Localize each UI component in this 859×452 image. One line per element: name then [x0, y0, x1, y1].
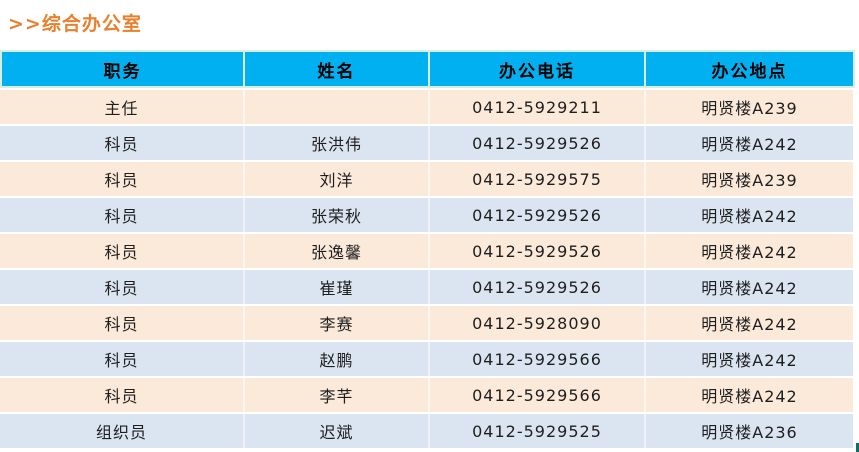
cell-location: 明贤楼A242 [701, 207, 798, 226]
cell-phone: 0412-5929526 [430, 198, 646, 232]
cell-phone: 0412-5929575 [430, 162, 646, 196]
cell-name: 李芊 [245, 378, 430, 412]
cell-phone: 0412-5929525 [430, 414, 646, 448]
cell-position: 组织员 [0, 414, 245, 448]
page-title: >>综合办公室 [8, 13, 142, 35]
cell-name: 迟斌 [245, 414, 430, 448]
table-row: 组织员 迟斌 0412-5929525 明贤楼A236 [0, 414, 853, 448]
cell-phone: 0412-5929526 [430, 270, 646, 304]
table-row: 主任 0412-5929211 明贤楼A239 [0, 90, 853, 124]
cell-name: 刘洋 [245, 162, 430, 196]
table-header-row: 职务 姓名 办公电话 办公地点 [0, 50, 855, 88]
cell-name [245, 90, 430, 124]
table-row: 科员 崔瑾 0412-5929526 明贤楼A242 [0, 270, 853, 304]
table-body: 主任 0412-5929211 明贤楼A239 科员 张洪伟 0412-5929526 明贤… [0, 90, 855, 448]
cell-location: 明贤楼A242 [701, 243, 798, 262]
table-row: 科员 张荣秋 0412-5929526 明贤楼A242 [0, 198, 853, 232]
table-row: 科员 赵鹏 0412-5929566 明贤楼A242 [0, 342, 853, 376]
cell-name: 张逸馨 [245, 234, 430, 268]
cell-phone: 0412-5928090 [430, 306, 646, 340]
table-row: 科员 张洪伟 0412-5929526 明贤楼A242 [0, 126, 853, 160]
corner-fragment [856, 443, 859, 452]
header-phone: 办公电话 [430, 52, 646, 86]
cell-position: 科员 [0, 270, 245, 304]
cell-phone: 0412-5929526 [430, 126, 646, 160]
table-row: 科员 刘洋 0412-5929575 明贤楼A239 [0, 162, 853, 196]
cell-position: 科员 [0, 234, 245, 268]
cell-position: 科员 [0, 126, 245, 160]
cell-phone: 0412-5929211 [430, 90, 646, 124]
header-location: 办公地点 [711, 61, 788, 82]
cell-name: 张洪伟 [245, 126, 430, 160]
cell-location: 明贤楼A242 [701, 387, 798, 406]
cell-phone: 0412-5929566 [430, 342, 646, 376]
cell-name: 李赛 [245, 306, 430, 340]
office-directory-table: 职务 姓名 办公电话 办公地点 主任 0412-5929211 明贤楼A239 科员张… [0, 50, 855, 450]
cell-location: 明贤楼A242 [701, 279, 798, 298]
cell-location: 明贤楼A242 [701, 315, 798, 334]
cell-position: 科员 [0, 198, 245, 232]
table-row: 科员 李赛 0412-5928090 明贤楼A242 [0, 306, 853, 340]
cell-phone: 0412-5929526 [430, 234, 646, 268]
cell-location: 明贤楼A242 [701, 135, 798, 154]
cell-location: 明贤楼A236 [701, 423, 798, 442]
cell-position: 科员 [0, 306, 245, 340]
cell-phone: 0412-5929566 [430, 378, 646, 412]
cell-location: 明贤楼A239 [701, 99, 798, 118]
table-row: 科员 张逸馨 0412-5929526 明贤楼A242 [0, 234, 853, 268]
cell-location: 明贤楼A242 [701, 351, 798, 370]
cell-location: 明贤楼A239 [701, 171, 798, 190]
cell-position: 科员 [0, 342, 245, 376]
cell-name: 崔瑾 [245, 270, 430, 304]
cell-position: 科员 [0, 162, 245, 196]
header-position: 职务 [2, 52, 245, 86]
cell-position: 主任 [0, 90, 245, 124]
cell-name: 赵鹏 [245, 342, 430, 376]
cell-name: 张荣秋 [245, 198, 430, 232]
header-name: 姓名 [245, 52, 430, 86]
table-row: 科员 李芊 0412-5929566 明贤楼A242 [0, 378, 853, 412]
cell-position: 科员 [0, 378, 245, 412]
